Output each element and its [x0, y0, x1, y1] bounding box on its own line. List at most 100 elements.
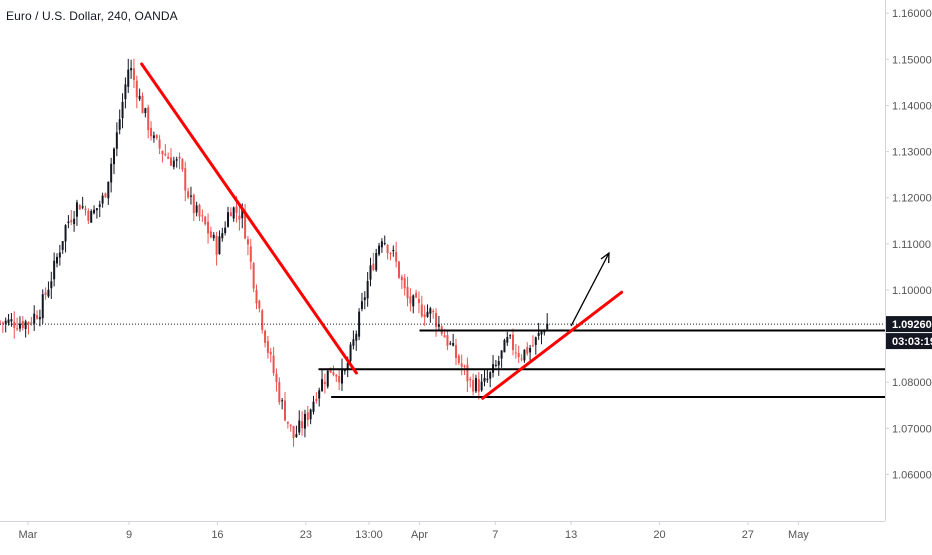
candle-body — [375, 253, 378, 271]
candle — [392, 245, 395, 257]
candle-body — [432, 311, 435, 313]
candle-body — [500, 350, 503, 359]
candle — [264, 329, 267, 348]
candle-body — [27, 322, 30, 325]
candle — [138, 88, 141, 102]
candle — [181, 158, 184, 172]
candle-body — [224, 227, 227, 234]
candle-body — [44, 292, 47, 295]
candle-body — [198, 204, 201, 217]
candle — [161, 150, 164, 163]
candle-body — [540, 330, 543, 335]
candle — [53, 252, 56, 287]
candle-body — [284, 400, 286, 421]
candle — [64, 224, 67, 253]
candle-body — [318, 390, 321, 399]
candle-body — [315, 399, 318, 401]
candle-body — [155, 135, 158, 139]
candle — [115, 122, 118, 157]
candle-body — [312, 401, 315, 412]
candle — [534, 336, 537, 355]
candle — [289, 424, 292, 432]
candle — [523, 349, 526, 363]
candle-body — [81, 206, 84, 208]
candle — [352, 330, 355, 350]
candle-body — [398, 261, 400, 278]
candle — [275, 368, 278, 392]
candle — [127, 58, 130, 93]
candle-body — [335, 374, 338, 377]
candle-body — [292, 425, 295, 439]
candle — [437, 315, 440, 331]
candle — [141, 92, 144, 114]
candle — [449, 340, 452, 346]
candle-body — [53, 260, 56, 280]
candle — [10, 313, 13, 327]
candle — [292, 425, 295, 447]
candle — [155, 134, 158, 140]
candle-body — [480, 381, 483, 391]
candle — [489, 371, 492, 388]
price-tick-label: 1.07000 — [892, 423, 932, 435]
candle — [24, 319, 27, 338]
candle-body — [152, 135, 155, 139]
time-tick-label: 20 — [653, 529, 665, 541]
candle-body — [192, 195, 195, 214]
candle-body — [252, 263, 255, 289]
candle-body — [0, 321, 1, 323]
candle — [309, 408, 312, 425]
candle-body — [543, 331, 546, 333]
candle — [104, 192, 107, 198]
time-tick-label: 23 — [300, 529, 312, 541]
candle — [0, 320, 1, 326]
candle — [27, 321, 30, 335]
candle-body — [343, 369, 346, 372]
candle-body — [278, 381, 281, 403]
countdown-label: 03:03:19 — [892, 336, 932, 348]
candle — [417, 291, 420, 314]
candle-body — [21, 320, 24, 329]
candle — [215, 231, 218, 266]
candle-body — [164, 153, 167, 156]
candle-body — [520, 358, 523, 360]
candle-body — [466, 364, 469, 382]
candle-body — [107, 181, 110, 199]
candle — [229, 207, 232, 217]
trendlines[interactable] — [140, 62, 624, 400]
candle-body — [255, 289, 258, 304]
candle — [286, 421, 289, 429]
candle — [520, 354, 523, 362]
candle — [255, 284, 258, 310]
price-axis-labels[interactable]: 1.16000 1.15000 1.14000 1.13000 1.12000 1.110… — [885, 8, 932, 481]
candle — [90, 209, 93, 223]
candle — [227, 206, 229, 228]
candle-body — [209, 231, 212, 238]
candle — [474, 374, 477, 393]
horizontal-levels[interactable] — [318, 329, 885, 398]
time-axis-labels[interactable]: Mar 9 16 23 13:00 Apr 7 13 20 27 May — [19, 521, 810, 541]
candle — [403, 274, 406, 296]
candle-body — [215, 235, 218, 255]
candle-body — [189, 195, 192, 197]
candle-body — [18, 323, 21, 329]
candle-body — [138, 96, 141, 100]
candle — [67, 215, 70, 229]
price-tick-label: 1.16000 — [892, 8, 932, 20]
candle — [369, 257, 372, 287]
symbol-title[interactable]: Euro / U.S. Dollar, 240, OANDA — [6, 9, 178, 23]
candle-body — [457, 355, 460, 363]
projection-arrow[interactable] — [570, 251, 610, 327]
candle-body — [546, 323, 549, 330]
candle-body — [460, 363, 463, 367]
candle — [44, 287, 47, 300]
candle-body — [238, 215, 241, 220]
candle — [78, 204, 81, 210]
candle-body — [355, 333, 358, 341]
candle-body — [472, 380, 475, 392]
candle — [332, 365, 335, 377]
candle-body — [446, 335, 449, 346]
candle — [435, 308, 438, 337]
candle-body — [309, 409, 312, 420]
